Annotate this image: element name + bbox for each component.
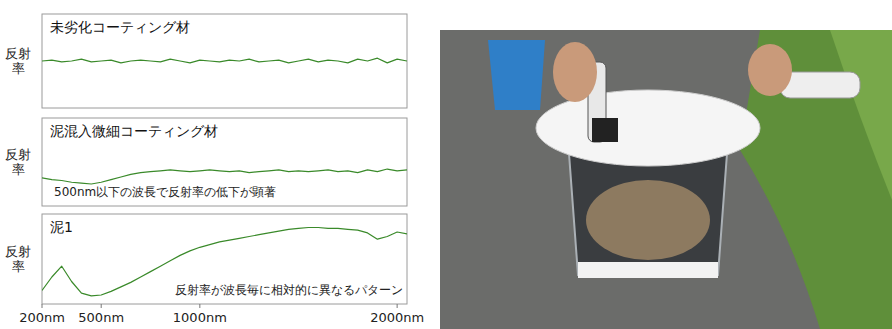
x-tick-label: 1000nm — [173, 310, 227, 325]
spectrum-line — [42, 58, 407, 63]
y-label: 反射率 — [5, 244, 31, 274]
chart-title: 未劣化コーティング材 — [50, 19, 190, 35]
mud-sample — [586, 180, 710, 260]
x-tick — [199, 304, 200, 308]
x-tick-label: 200nm — [19, 310, 65, 325]
x-tick — [42, 304, 43, 308]
chart: 泥1 反射率反射率が波長毎に相対的に異なるパターン 200nm 500nm 1000nm… — [5, 214, 424, 325]
line-group — [42, 58, 407, 63]
y-label: 反射率 — [5, 147, 31, 177]
spectrum-line — [42, 169, 407, 184]
hand-right — [748, 44, 792, 96]
sensor-head — [592, 118, 618, 142]
y-label: 反射率 — [5, 46, 31, 76]
bottle — [780, 72, 860, 98]
container-base — [578, 262, 718, 278]
hand-left — [553, 42, 597, 102]
photo — [440, 30, 892, 329]
chart-title: 泥1 — [50, 219, 73, 235]
x-tick — [397, 304, 398, 308]
plot-frame — [42, 118, 407, 206]
plot-frame — [42, 214, 407, 304]
x-tick — [101, 304, 102, 308]
annotation: 500nm以下の波長で反射率の低下が顕著 — [54, 185, 276, 199]
grass-light — [830, 30, 892, 200]
chart: 泥混入微細コーティング材反射率 500nm以下の波長で反射率の低下が顕著 — [5, 118, 407, 206]
chart: 未劣化コーティング材反射率 — [5, 14, 407, 108]
blue-bucket — [488, 40, 545, 110]
asphalt — [440, 30, 892, 329]
lid — [536, 90, 760, 166]
chart-title: 泥混入微細コーティング材 — [50, 123, 218, 139]
line-group — [42, 169, 407, 184]
annotation: 反射率が波長毎に相対的に異なるパターン — [175, 283, 403, 297]
x-tick-label: 500nm — [78, 310, 124, 325]
grass — [740, 30, 892, 329]
x-tick-label: 2000nm — [370, 310, 424, 325]
plot-frame — [42, 14, 407, 108]
